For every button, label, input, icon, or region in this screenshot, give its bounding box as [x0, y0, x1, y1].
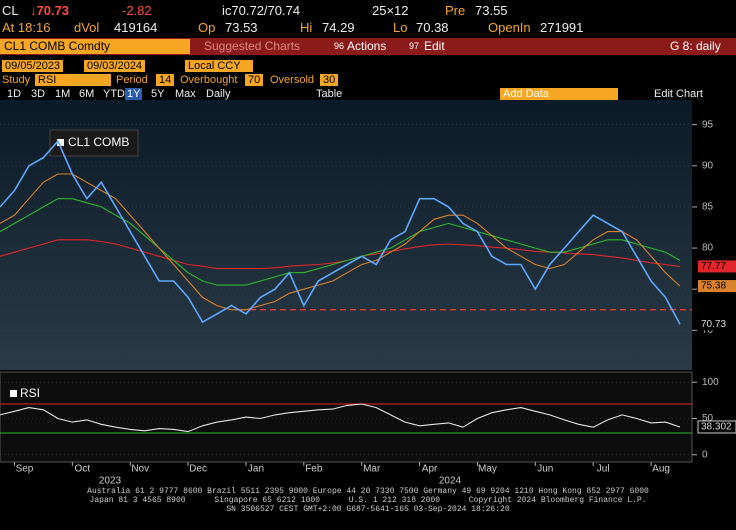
oversold-label: Oversold	[270, 74, 315, 86]
actions-no: 96	[334, 41, 345, 51]
y-tick-label: 95	[702, 119, 714, 130]
last-value-label: 70.73	[701, 319, 726, 330]
x-tick-label: Jul	[597, 464, 610, 475]
oi: 271991	[540, 20, 584, 35]
range-button[interactable]: 5Y	[151, 88, 165, 100]
series-line	[0, 139, 681, 325]
last: ↓70.73	[30, 3, 70, 18]
last-value-box	[697, 420, 736, 434]
rsi-panel	[0, 371, 693, 463]
footer-line: Australia 61 2 9777 8600 Brazil 5511 239…	[87, 487, 649, 496]
x-tick-label: Nov	[131, 464, 149, 475]
study-label: Study	[2, 74, 31, 86]
range-button[interactable]: 1M	[55, 88, 71, 100]
x-tick-label: Aug	[652, 464, 670, 475]
edit-chart[interactable]: Edit Chart	[654, 88, 703, 100]
open-label: Op	[198, 20, 216, 35]
frequency[interactable]: Daily	[206, 88, 231, 100]
time: At 18:16	[2, 20, 51, 35]
pre-label: Pre	[445, 3, 466, 18]
legend-box	[49, 129, 139, 157]
edit-no: 97	[409, 41, 420, 51]
y-tick-label: 85	[702, 202, 714, 213]
x-tick-label: Oct	[75, 464, 91, 475]
x-tick-label: Jun	[537, 464, 553, 475]
range-button[interactable]: YTD	[103, 88, 125, 100]
year-label: 2024	[439, 476, 462, 487]
footer-line: Japan 81 3 4565 8900 Singapore 65 6212 1…	[89, 496, 647, 505]
rsi-title: RSI	[20, 386, 40, 400]
y-tick-label: 50	[702, 413, 714, 424]
x-tick-label: Dec	[189, 464, 207, 475]
actions[interactable]: Actions	[347, 39, 387, 53]
bid-ask: ic70.72/70.74	[222, 3, 301, 18]
range-button[interactable]: 3D	[31, 88, 46, 100]
suggested[interactable]: Suggested Charts	[204, 39, 301, 53]
last-value-box	[698, 280, 736, 293]
x-tick-label: Apr	[422, 464, 438, 475]
y-tick-label: 100	[702, 377, 719, 388]
x-tick-label: Sep	[16, 464, 34, 475]
open: 73.53	[225, 20, 258, 35]
currency[interactable]: Local CCY	[185, 60, 253, 72]
last-value-box	[698, 260, 736, 273]
range-button[interactable]: 1Y	[125, 88, 143, 100]
table[interactable]: Table	[316, 88, 343, 100]
last-value-box	[698, 318, 736, 331]
overbought[interactable]: 70	[245, 74, 264, 86]
size: 25×12	[372, 3, 409, 18]
overbought-label: Overbought	[180, 74, 238, 86]
pre: 73.55	[475, 3, 508, 18]
last-value-label: 75.38	[701, 281, 726, 292]
vol-label: dVol	[74, 20, 100, 35]
high-label: Hi	[300, 20, 313, 35]
edit[interactable]: Edit	[424, 39, 445, 53]
start-date[interactable]: 09/05/2023	[2, 60, 64, 72]
change: -2.82	[122, 3, 152, 18]
last-value-label: 38.302	[701, 422, 732, 433]
range-button[interactable]: 6M	[79, 88, 95, 100]
x-tick-label: Jan	[248, 464, 264, 475]
series-line	[0, 173, 681, 311]
legend: CL1 COMB	[68, 135, 129, 149]
oi-label: OpenIn	[488, 20, 531, 35]
series-line	[0, 403, 681, 433]
low: 70.38	[416, 20, 449, 35]
ticker: CL	[2, 3, 19, 18]
layout[interactable]: G 8: daily	[670, 39, 721, 53]
rsi-swatch	[10, 390, 17, 397]
year-label: 2023	[99, 476, 122, 487]
high: 74.29	[322, 20, 355, 35]
period-label: Period	[116, 74, 148, 86]
legend-swatch	[57, 139, 64, 146]
y-tick-label: 0	[702, 449, 708, 460]
period[interactable]: 14	[156, 74, 175, 86]
chart: CL1 COMB RSI 70758085909570.7375.3877.77…	[0, 100, 736, 487]
range-button[interactable]: 1D	[7, 88, 22, 100]
oversold[interactable]: 30	[320, 74, 339, 86]
series-line	[0, 239, 681, 270]
vol: 419164	[114, 20, 158, 35]
study-name[interactable]: RSI	[35, 74, 111, 86]
y-tick-label: 80	[702, 243, 714, 254]
x-tick-label: Feb	[305, 464, 323, 475]
footer-line: SN 3506527 CEST GMT+2:00 G687-5641-165 0…	[226, 505, 510, 514]
x-tick-label: May	[478, 464, 497, 475]
add-data[interactable]: Add Data	[500, 88, 618, 100]
low-label: Lo	[393, 20, 408, 35]
series-line	[0, 198, 681, 286]
y-tick-label: 70	[702, 325, 714, 336]
x-tick-label: Mar	[363, 464, 381, 475]
range-button[interactable]: Max	[175, 88, 196, 100]
last-value-label: 77.77	[701, 261, 726, 272]
end-date[interactable]: 09/03/2024	[84, 60, 146, 72]
security[interactable]: CL1 COMB Comdty	[0, 39, 190, 54]
y-tick-label: 90	[702, 160, 714, 171]
